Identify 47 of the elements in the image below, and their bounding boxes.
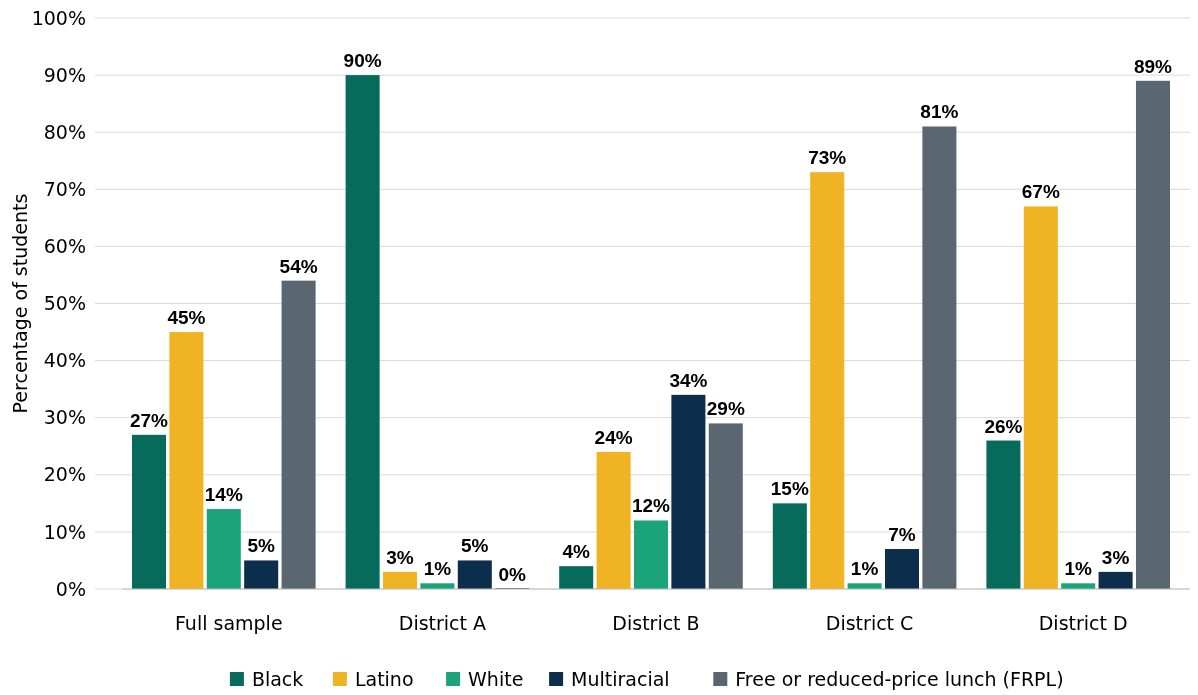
data-label: 73% bbox=[808, 147, 847, 169]
data-label: 90% bbox=[343, 50, 382, 72]
data-label: 29% bbox=[706, 398, 745, 420]
x-tick-label: Full sample bbox=[175, 612, 283, 634]
y-axis-title: Percentage of students bbox=[9, 193, 31, 414]
data-label: 3% bbox=[386, 546, 414, 568]
data-label: 12% bbox=[631, 495, 671, 517]
x-tick-label: District A bbox=[398, 612, 487, 634]
data-label: 1% bbox=[1064, 558, 1093, 580]
x-tick-label: District B bbox=[612, 612, 700, 634]
data-label: 81% bbox=[920, 101, 959, 123]
data-label: 0% bbox=[498, 564, 527, 585]
y-tick-label: 50% bbox=[43, 292, 86, 315]
data-label: 54% bbox=[279, 255, 318, 277]
data-label: 27% bbox=[130, 409, 169, 431]
y-tick-label: 80% bbox=[43, 120, 86, 143]
data-label: 14% bbox=[204, 484, 243, 506]
data-label: 4% bbox=[562, 541, 591, 563]
y-tick-label: 20% bbox=[43, 463, 86, 486]
y-tick-label: 10% bbox=[43, 520, 86, 543]
y-tick-label: 100% bbox=[31, 6, 86, 29]
data-label: 34% bbox=[669, 369, 708, 391]
y-tick-label: 30% bbox=[43, 406, 86, 429]
y-tick-label: 0% bbox=[55, 577, 86, 600]
legend-label: Latino bbox=[354, 667, 414, 690]
data-label: 45% bbox=[167, 307, 206, 329]
legend-label: Black bbox=[251, 667, 304, 690]
data-label: 15% bbox=[770, 478, 809, 500]
legend-label: Free or reduced-price lunch (FRPL) bbox=[735, 667, 1064, 690]
data-label: 5% bbox=[461, 535, 489, 557]
x-tick-label: District C bbox=[825, 612, 914, 634]
y-tick-label: 90% bbox=[43, 63, 86, 86]
y-tick-label: 70% bbox=[43, 177, 86, 200]
legend-label: White bbox=[468, 667, 524, 690]
data-label: 7% bbox=[888, 524, 916, 546]
data-label: 3% bbox=[1101, 546, 1130, 568]
x-tick-label: District D bbox=[1038, 612, 1128, 634]
data-label: 1% bbox=[850, 558, 879, 580]
data-label: 67% bbox=[1021, 181, 1060, 203]
y-tick-label: 40% bbox=[43, 349, 86, 372]
data-label: 24% bbox=[594, 426, 633, 448]
legend-label: Multiracial bbox=[571, 667, 670, 690]
data-label: 5% bbox=[247, 535, 276, 557]
data-label: 1% bbox=[423, 558, 452, 580]
y-tick-label: 60% bbox=[43, 235, 86, 258]
data-label: 26% bbox=[984, 415, 1023, 437]
data-label: 89% bbox=[1133, 55, 1173, 77]
